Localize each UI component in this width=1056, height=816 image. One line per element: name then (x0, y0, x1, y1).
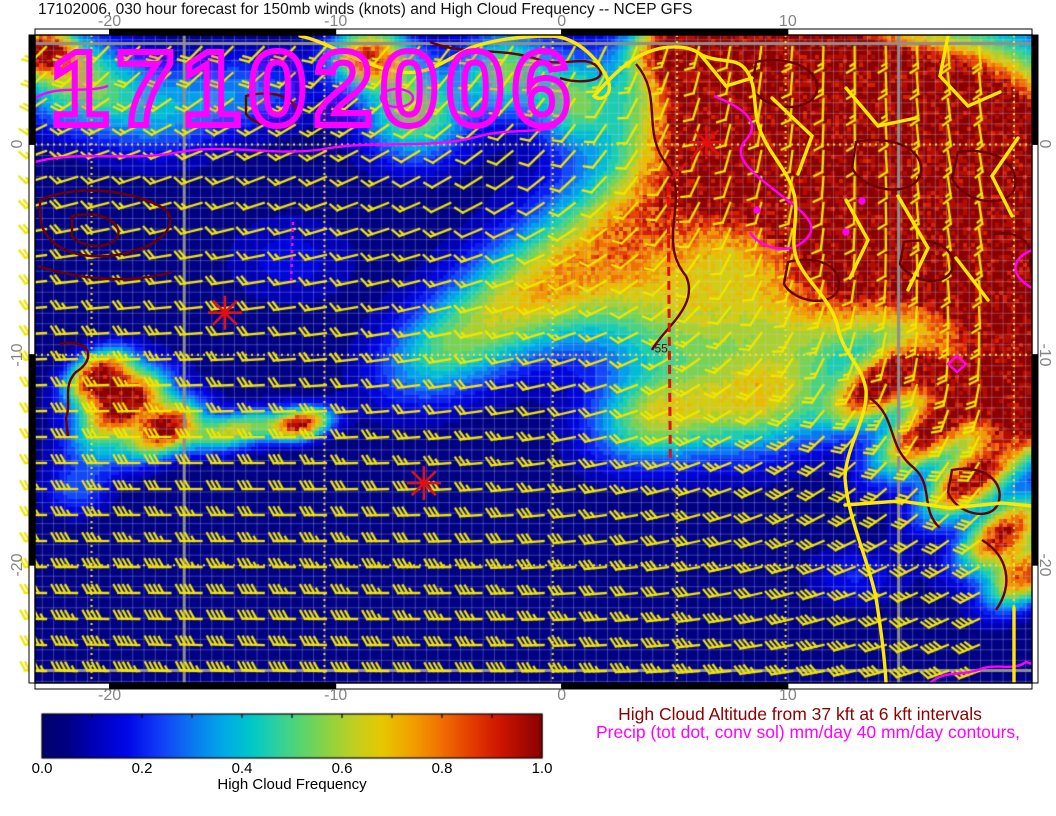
precip-contour (713, 94, 813, 251)
border-line (938, 34, 1002, 109)
precip-contours (34, 84, 1033, 684)
precip-contour (289, 221, 295, 285)
map-frame-segment (109, 682, 337, 690)
border-line (844, 198, 870, 280)
lon-tick-label-top: 10 (778, 13, 797, 30)
lon-tick-label-bottom: -10 (324, 687, 348, 704)
colorbar-tick-label: 0.2 (131, 760, 153, 777)
map-frame-segment (1031, 143, 1039, 356)
precip-contour (1014, 248, 1033, 290)
map-frame-segment (28, 564, 36, 684)
asterisk-marker-icon (406, 466, 441, 501)
border-line (843, 499, 1034, 510)
map-frame-segment (561, 682, 789, 690)
lat-tick-label-right: -20 (1036, 553, 1053, 577)
map-frame-segment (787, 682, 1033, 690)
lon-tick-label-top: 0 (557, 13, 567, 30)
colorbar-tick-label: 0.8 (431, 760, 453, 777)
lon-tick-label-bottom: -20 (98, 687, 122, 704)
altitude-contour (635, 63, 691, 351)
map-frame-segment (28, 354, 36, 566)
map-frame-segment (28, 34, 36, 145)
lon-tick-label-bottom: 0 (557, 687, 567, 704)
lon-tick-label-top: -20 (98, 13, 122, 30)
map-frame-segment (335, 682, 563, 690)
altitude-contour (869, 397, 941, 529)
precip-contour (946, 354, 968, 374)
altitude-contour (850, 138, 923, 191)
colorbar-tick-label: 0.4 (231, 760, 253, 777)
asterisk-marker-icon (689, 125, 724, 160)
altitude-contour (37, 264, 173, 281)
map-frame-segment (28, 143, 36, 356)
lat-tick-label-right: 0 (1036, 139, 1053, 149)
lat-tick-label-right: -10 (1036, 343, 1053, 367)
asterisk-marker-icon (207, 295, 242, 330)
map-frame-segment (561, 28, 789, 36)
border-line (844, 86, 918, 128)
precip-dot (753, 206, 761, 214)
altitude-contour (70, 213, 120, 247)
datetime-overlay: 17102006 (47, 30, 578, 148)
altitude-contour (38, 189, 172, 258)
colorbar-tick-label: 1.0 (531, 760, 553, 777)
map-frame-segment (787, 28, 1033, 36)
border-line (896, 194, 930, 292)
precip-note: Precip (tot dot, conv sol) mm/day 40 mm/… (595, 722, 1021, 742)
lat-tick-label-left: 0 (9, 139, 26, 149)
map-frame-segment (1031, 354, 1039, 566)
altitude-contour (59, 341, 90, 437)
lat-tick-label-left: -20 (9, 553, 26, 577)
precip-contour (929, 660, 1033, 684)
border-line (954, 256, 990, 302)
altitude-contour (750, 58, 819, 109)
lat-tick-label-left: -10 (9, 343, 26, 367)
map-frame-segment (1031, 34, 1039, 145)
colorbar-tick-label: 0.0 (31, 760, 53, 777)
station-markers (207, 125, 724, 501)
lon-tick-label-bottom: 10 (778, 687, 797, 704)
colorbar-title: High Cloud Frequency (217, 776, 367, 793)
altitude-contour (981, 538, 1008, 611)
precip-dot (842, 228, 850, 236)
contour-value-label: 55 (654, 342, 668, 356)
map-frame-segment (1031, 564, 1039, 684)
precip-dot (858, 197, 866, 205)
colorbar-tick-label: 0.6 (331, 760, 353, 777)
altitude-contour (993, 232, 1034, 279)
lon-tick-label-top: -10 (324, 13, 348, 30)
